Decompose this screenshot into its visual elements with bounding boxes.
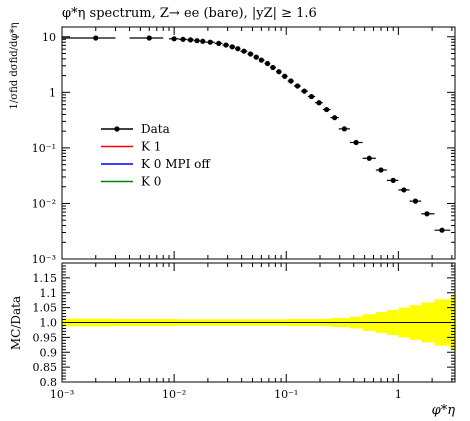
x-tick-label: 10⁻¹ [274,388,298,401]
data-point [288,78,294,84]
data-point [439,227,445,233]
data-point [294,83,301,89]
x-ticks: 10⁻³ 10⁻² 10⁻¹ 1 [50,388,402,401]
data-point [332,115,338,121]
main-panel: 10⁻³ 10⁻² 10⁻¹ 1 10 1/σfid dσfid/dφ*η [9,23,456,266]
data-point [207,39,213,45]
ratio-y-tick-label: 0.8 [40,376,58,389]
data-point [412,198,419,204]
data-point [353,139,359,146]
ratio-y-tick-label: 1.15 [33,272,58,285]
data-point [247,51,254,57]
ratio-y-tick-label: 1.1 [40,287,58,300]
data-point [270,64,276,71]
ratio-y-tick-label: 1.0 [40,317,58,330]
ratio-y-tick-label: 0.9 [40,346,58,359]
data-point [323,106,330,113]
ratio-y-tick-label: 1.05 [33,302,58,315]
x-tick-label: 10⁻³ [50,388,74,401]
ratio-y-axis-label: MC/Data [9,296,23,350]
data-point [187,37,194,43]
data-point [282,73,288,79]
data-point [171,36,177,42]
data-point [200,38,206,44]
data-point [180,36,186,42]
data-point [424,211,430,217]
data-point [223,42,229,48]
data-point [401,187,407,193]
main-y-tick-label: 1 [49,86,56,99]
data-point [378,167,384,173]
main-y-tick-label: 10 [42,31,56,44]
data-point [241,48,247,54]
legend-label: K 1 [141,140,161,154]
x-axis-label: φ*η [432,403,456,418]
data-point [301,88,307,94]
main-ticks: 10⁻³ 10⁻² 10⁻¹ 1 10 [32,27,455,266]
data-point [146,35,152,41]
data-point [366,155,372,161]
data-point [258,57,264,63]
data-point [390,177,396,183]
legend-label: K 0 MPI off [141,157,211,171]
x-tick-label: 10⁻² [162,388,186,401]
data-point [264,60,271,67]
legend-label: Data [141,122,170,136]
main-y-axis-label: 1/σfid dσfid/dφ*η [9,23,20,110]
ratio-y-tick-label: 0.85 [33,361,58,374]
data-point [253,54,259,60]
data-point [276,69,282,75]
legend-marker [114,126,120,132]
data-point [216,40,222,47]
legend: Data K 1 K 0 MPI off K 0 [101,122,211,189]
main-points [62,35,451,233]
data-point [316,100,322,106]
data-point [194,38,200,44]
main-y-tick-label: 10⁻¹ [32,142,56,155]
ratio-ticks: 0.8 0.85 0.9 0.951.0 1.05 1.1 1.15 [33,263,455,389]
main-y-tick-label: 10⁻³ [32,253,56,266]
data-point [308,93,315,100]
data-point [235,46,241,52]
data-point [341,126,347,132]
main-plot-frame [61,26,456,260]
x-tick-label: 1 [395,388,402,401]
ratio-panel: 0.8 0.85 0.9 0.951.0 1.05 1.1 1.15 MC/Data [9,262,456,389]
data-point [229,44,235,50]
ratio-y-tick-label: 0.95 [33,331,58,344]
data-point [93,35,99,41]
main-y-tick-label: 10⁻² [32,197,56,210]
chart-title: φ*η spectrum, Z→ ee (bare), |yZ| ≥ 1.6 [62,6,317,21]
legend-label: K 0 [141,175,161,189]
